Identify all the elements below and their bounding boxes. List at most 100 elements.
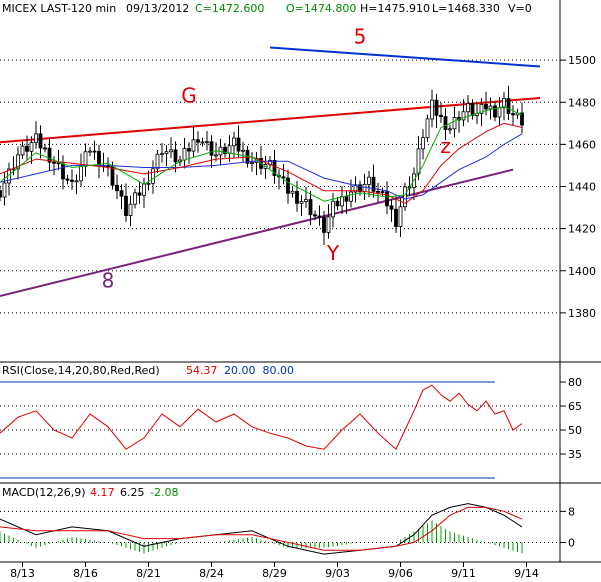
price-bar-body — [250, 162, 254, 164]
x-tick-label: 8/16 — [73, 567, 98, 580]
x-tick-label: 8/13 — [10, 567, 35, 580]
price-bar-body — [232, 137, 236, 147]
price-bar-body — [227, 145, 232, 154]
header-high: H=1475.910 — [360, 2, 430, 15]
price-bar-body — [25, 145, 29, 152]
macd-value-1: 4.17 — [90, 486, 115, 499]
price-bar-body — [20, 145, 25, 156]
price-bar-body — [191, 139, 196, 152]
macd-signal-line — [0, 506, 523, 551]
price-bar-body — [439, 114, 443, 117]
price-bar-body — [124, 195, 128, 216]
price-bar-body — [394, 208, 398, 227]
price-y-axis: 1380 1400 1420 1440 1460 1480 1500 — [560, 54, 596, 320]
price-bar-body — [353, 184, 358, 193]
rsi-y-tick-label: 65 — [568, 400, 582, 413]
rsi-y-tick-label: 80 — [568, 376, 582, 389]
price-bar-body — [385, 191, 389, 207]
macd-label: MACD(12,26,9) — [2, 486, 86, 499]
x-axis: 8/13 8/16 8/21 8/24 8/29 9/03 9/06 9/11 9/14 — [10, 562, 539, 580]
rsi-panel: RSI(Close,14,20,80,Red,Red) 54.37 20.00 … — [0, 361, 601, 479]
price-bar-body — [83, 151, 88, 167]
price-bar-body — [272, 159, 277, 176]
price-bar-body — [425, 118, 430, 139]
price-bar-body — [493, 105, 497, 118]
rsi-value: 54.37 — [186, 364, 218, 377]
price-bar-body — [470, 103, 475, 116]
price-bar-body — [389, 205, 394, 210]
price-bar-body — [133, 192, 137, 205]
price-bar-body — [488, 105, 493, 110]
rsi-levels: 20.00 80.00 — [224, 364, 294, 377]
header-date: 09/13/2012 — [126, 2, 189, 15]
price-bar-body — [304, 199, 308, 202]
macd-histogram — [0, 520, 523, 554]
price-bar-body — [380, 191, 385, 193]
price-bar-body — [70, 179, 74, 182]
price-bar-body — [511, 113, 515, 116]
ema-mid-line — [0, 122, 523, 204]
price-bar-body — [119, 190, 124, 197]
price-y-tick-label: 1500 — [568, 54, 596, 67]
price-bar-body — [317, 215, 322, 218]
x-tick-label: 8/29 — [262, 567, 287, 580]
price-bar-body — [160, 153, 164, 156]
price-bar-body — [146, 182, 151, 185]
rsi-y-tick-label: 50 — [568, 424, 582, 437]
price-bar-body — [479, 103, 484, 115]
price-bar-body — [88, 150, 92, 153]
x-tick-label: 9/03 — [325, 567, 350, 580]
price-bar-body — [430, 99, 434, 120]
price-bar-body — [367, 176, 371, 185]
macd-value-2: 6.25 — [120, 486, 145, 499]
price-gridlines — [0, 59, 560, 314]
price-bar-body — [92, 150, 97, 153]
price-bar-body — [214, 154, 218, 157]
price-bar-body — [223, 146, 227, 154]
price-bar-body — [403, 186, 407, 208]
price-bar-body — [398, 206, 403, 227]
price-bar-body — [196, 139, 200, 143]
rsi-gridlines — [0, 381, 560, 479]
price-bar-body — [349, 191, 353, 202]
trendline — [269, 46, 541, 68]
price-bar-body — [362, 183, 367, 192]
price-bar-body — [0, 190, 2, 198]
wave-label: 5 — [354, 24, 367, 48]
price-bar-body — [295, 190, 299, 204]
price-bar-body — [137, 192, 142, 196]
macd-panel: MACD(12,26,9) 4.17 6.25 -2.08 08 — [0, 482, 601, 555]
price-bar-body — [322, 216, 326, 233]
macd-y-axis: 08 — [560, 505, 575, 549]
price-bar-body — [115, 184, 119, 192]
price-bar-body — [128, 203, 133, 216]
rsi-y-axis: 35 50 65 80 — [560, 376, 582, 461]
trendlines — [0, 46, 541, 297]
price-bar-body — [344, 196, 349, 202]
ema-fast-line — [0, 105, 523, 202]
price-bar-body — [205, 141, 209, 144]
x-tick-label: 9/11 — [451, 567, 476, 580]
trendline — [0, 97, 541, 144]
header-symbol: MICEX LAST-120 min — [2, 2, 116, 15]
price-bar-body — [416, 148, 421, 175]
price-bar-body — [151, 168, 155, 184]
price-bar-body — [502, 98, 506, 109]
wave-label: Y — [326, 241, 340, 265]
wave-label: 8 — [102, 269, 115, 293]
price-bar-body — [74, 180, 79, 183]
price-y-tick-label: 1400 — [568, 265, 596, 278]
price-bar-body — [164, 151, 169, 155]
price-bar-body — [335, 200, 340, 207]
price-bar-body — [182, 148, 187, 161]
x-tick-label: 8/24 — [199, 567, 224, 580]
price-y-tick-label: 1420 — [568, 223, 596, 236]
price-bar-body — [52, 161, 56, 164]
price-bar-body — [142, 183, 146, 196]
price-bar-body — [61, 163, 65, 180]
macd-y-tick-label: 8 — [568, 505, 575, 518]
header-low: L=1468.330 — [432, 2, 500, 15]
price-y-tick-label: 1380 — [568, 307, 596, 320]
price-bar-body — [340, 196, 344, 207]
